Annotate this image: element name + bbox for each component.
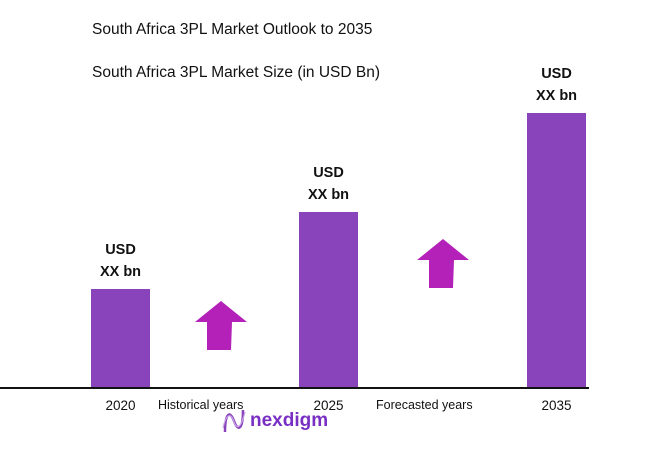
data-label-line: XX bn [99,264,142,280]
data-label-line: XX bn [535,88,578,104]
annotation-historical: Historical years [158,398,244,412]
data-label-line: XX bn [307,187,350,203]
page-title: South Africa 3PL Market Outlook to 2035 [92,21,373,38]
logo-text: nexdigm [250,410,329,431]
up-arrow-icon [417,239,469,288]
chart-title: South Africa 3PL Market Size (in USD Bn) [92,64,381,81]
nexdigm-logo: nexdigm [222,408,328,434]
x-tick-label: 2025 [313,398,344,413]
x-axis-line [0,387,589,389]
data-label-line: USD [313,165,344,181]
data-label-line: USD [541,66,572,82]
annotation-forecasted: Forecasted years [376,398,473,412]
x-tick-label: 2035 [541,398,572,413]
bar-2035 [527,113,586,388]
data-label-line: USD [105,242,136,258]
bar-2025 [299,212,358,388]
up-arrow-icon [195,301,247,350]
logo-mark-icon [222,409,246,433]
data-label-2020: USD XX bn [76,239,166,283]
x-tick-label: 2020 [105,398,136,413]
bar-2020 [91,289,150,388]
data-label-2035: USD XX bn [512,63,602,107]
data-label-2025: USD XX bn [284,162,374,206]
